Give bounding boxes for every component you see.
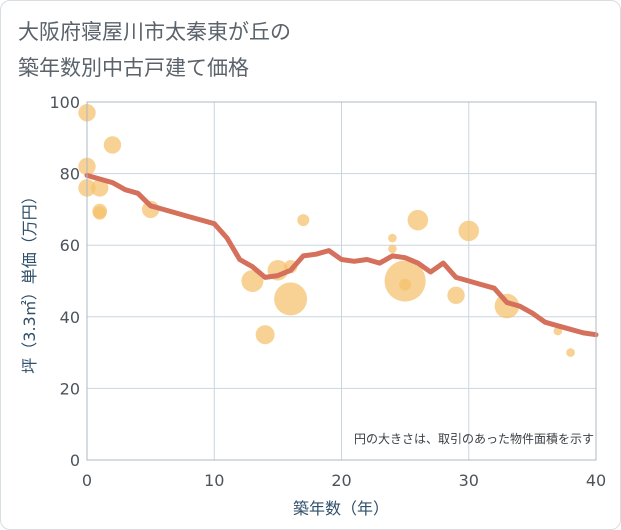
y-tick-label-0: 0 (70, 451, 80, 470)
bubble-point-17 (399, 278, 412, 291)
bubble-point-3 (91, 179, 109, 197)
y-tick-label-4: 80 (60, 165, 80, 184)
trend-line (84, 172, 599, 338)
x-tick-label-0: 0 (82, 471, 92, 490)
bubble-point-15 (388, 244, 397, 254)
x-tick-label-3: 30 (459, 471, 479, 490)
bubble-point-20 (458, 220, 480, 242)
bubble-point-18 (407, 209, 429, 231)
bubble-size-note: 円の大きさは、取引のあった物件面積を示す (354, 431, 594, 446)
x-tick-label-4: 40 (586, 471, 606, 490)
bubble-point-14 (388, 233, 397, 243)
trend-line-series (84, 172, 599, 338)
axis-ticks: 0 10 20 30 40 0 20 40 60 80 100 (49, 93, 606, 490)
bubble-point-5 (93, 206, 107, 220)
y-tick-label-1: 20 (60, 379, 80, 398)
chart-title-line-1: 大阪府寝屋川市太秦東が丘の (18, 20, 291, 44)
plot-area-frame (86, 101, 597, 461)
y-tick-label-5: 100 (49, 93, 80, 112)
x-axis-title: 築年数（年） (293, 499, 389, 518)
x-tick-label-2: 20 (331, 471, 351, 490)
chart-title-line-2: 築年数別中古戸建て価格 (18, 56, 249, 80)
x-tick-label-1: 10 (204, 471, 224, 490)
bubble-point-23 (566, 348, 575, 357)
bubble-point-6 (103, 136, 122, 154)
y-axis-title: 坪（3.3㎡）単価（万円） (20, 188, 39, 373)
bubble-point-21 (494, 293, 520, 319)
bubble-point-8 (241, 270, 264, 292)
bubble-point-13 (297, 214, 310, 227)
bubble-point-19 (447, 286, 465, 305)
grid-lines (87, 102, 596, 460)
bubble-point-11 (274, 282, 308, 316)
y-tick-label-2: 40 (60, 308, 80, 327)
bubble-point-9 (255, 325, 275, 345)
bubble-series (78, 104, 575, 357)
chart-title: 大阪府寝屋川市太秦東が丘の 築年数別中古戸建て価格 (18, 14, 438, 86)
y-tick-label-3: 60 (60, 236, 80, 255)
